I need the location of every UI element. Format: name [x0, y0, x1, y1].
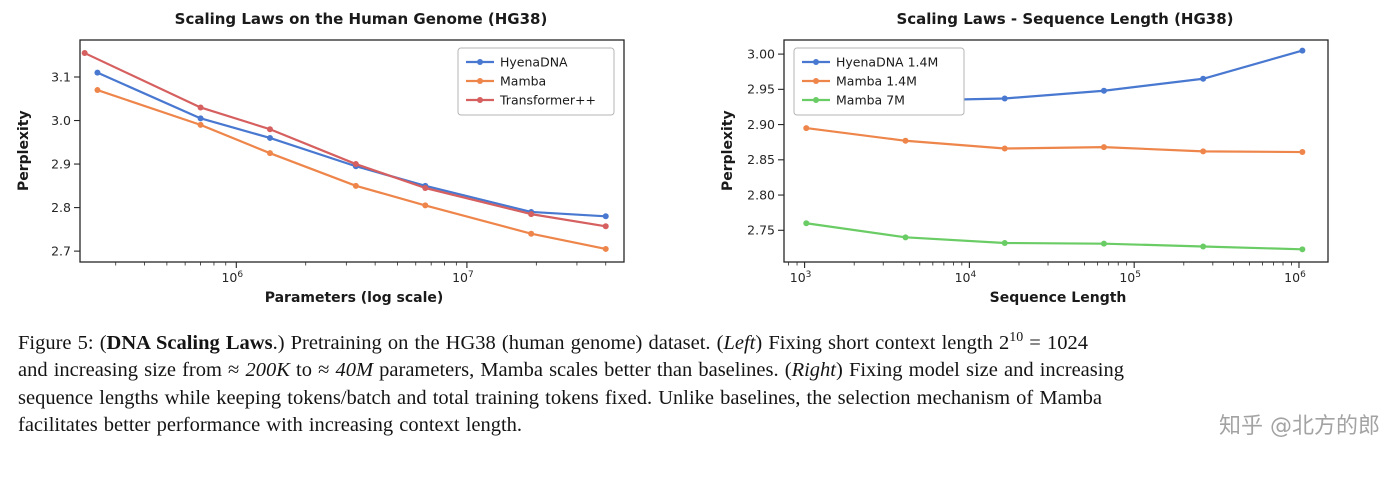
right-x-axis-label: Sequence Length [989, 290, 1127, 306]
y-tick-label: 2.8 [51, 200, 71, 215]
legend-label: Transformer++ [499, 92, 596, 107]
caption-line: and increasing size from ≈ 200K to ≈ 40M… [18, 357, 1370, 385]
caption-text: 200K [245, 359, 290, 382]
x-tick-label: 104 [955, 270, 977, 285]
right-chart-body: Perplexity 103 104 105 106 2.75 2.80 2.85 2.90 2… [718, 32, 1382, 290]
caption-text: ) Fixing model size and increasing [836, 359, 1124, 382]
legend-label: HyenaDNA 1.4M [836, 54, 938, 69]
left-chart-panel: Scaling Laws on the Human Genome (HG38) … [14, 10, 678, 306]
caption-text: DNA Scaling Laws [106, 331, 273, 354]
y-tick-label: 2.9 [51, 156, 71, 171]
left-chart: 106 107 2.7 2.8 2.9 3.0 3.1 HyenaDNA Mamba Transf… [51, 39, 625, 285]
y-tick-label: 2.90 [747, 117, 775, 132]
caption-text: to ≈ [289, 359, 336, 382]
y-tick-label: 2.85 [747, 152, 775, 167]
figure-caption: Figure 5: (DNA Scaling Laws.) Pretrainin… [18, 324, 1370, 440]
plot-border [79, 39, 625, 263]
left-chart-title: Scaling Laws on the Human Genome (HG38) [174, 10, 548, 28]
y-tick-label: 2.7 [51, 243, 71, 258]
caption-line: Figure 5: (DNA Scaling Laws.) Pretrainin… [18, 324, 1370, 357]
legend-label: Mamba [500, 73, 546, 88]
y-tick-label: 3.00 [747, 46, 775, 61]
y-tick-label: 2.95 [747, 82, 775, 97]
caption-text: ) Fixing short context length 2 [755, 331, 1010, 354]
caption-text: sequence lengths while keeping tokens/ba… [18, 386, 1102, 409]
caption-text: Right [791, 359, 836, 382]
caption-text: 10 [1009, 330, 1024, 345]
caption-text: facilitates better performance with incr… [18, 414, 523, 437]
right-chart-title: Scaling Laws - Sequence Length (HG38) [896, 10, 1234, 28]
left-y-axis-label: Perplexity [16, 110, 32, 192]
x-tick-label: 105 [1119, 270, 1141, 285]
caption-line: sequence lengths while keeping tokens/ba… [18, 385, 1370, 413]
right-chart: 103 104 105 106 2.75 2.80 2.85 2.90 2.95 3.00 Hyen… [747, 39, 1329, 285]
series-line-mamba-7m [805, 222, 1304, 251]
y-tick-label: 3.1 [51, 69, 71, 84]
y-tick-label: 2.80 [747, 187, 775, 202]
plot-border [783, 39, 1329, 263]
series-line-mamba-1-4m [805, 126, 1304, 154]
x-tick-label: 106 [221, 270, 243, 285]
legend-label: HyenaDNA [500, 54, 568, 69]
caption-text: Figure 5: ( [18, 331, 107, 354]
caption-text: = 1024 [1023, 331, 1088, 354]
y-tick-label: 2.75 [747, 223, 775, 238]
legend-box [793, 47, 965, 116]
x-tick-label: 106 [1284, 270, 1306, 285]
legend-box [457, 47, 615, 116]
charts-row: Scaling Laws on the Human Genome (HG38) … [14, 10, 1382, 306]
right-chart-panel: Scaling Laws - Sequence Length (HG38) Pe… [718, 10, 1382, 306]
left-x-axis-label: Parameters (log scale) [264, 290, 444, 306]
caption-text: parameters, Mamba scales better than bas… [373, 359, 792, 382]
caption-text: .) Pretraining on the HG38 (human genome… [272, 331, 724, 354]
x-tick-label: 103 [790, 270, 812, 285]
legend-label: Mamba 7M [836, 92, 905, 107]
legend-label: Mamba 1.4M [836, 73, 917, 88]
left-chart-body: Perplexity 106 107 2.7 2.8 2.9 3.0 3.1 HyenaDNA… [14, 32, 678, 290]
caption-text: 40M [335, 359, 374, 382]
caption-text: Left [723, 331, 756, 354]
caption-line: facilitates better performance with incr… [18, 412, 1370, 440]
caption-text: and increasing size from ≈ [18, 359, 246, 382]
y-tick-label: 3.0 [51, 113, 71, 128]
x-tick-label: 107 [452, 270, 474, 285]
right-y-axis-label: Perplexity [720, 110, 736, 192]
